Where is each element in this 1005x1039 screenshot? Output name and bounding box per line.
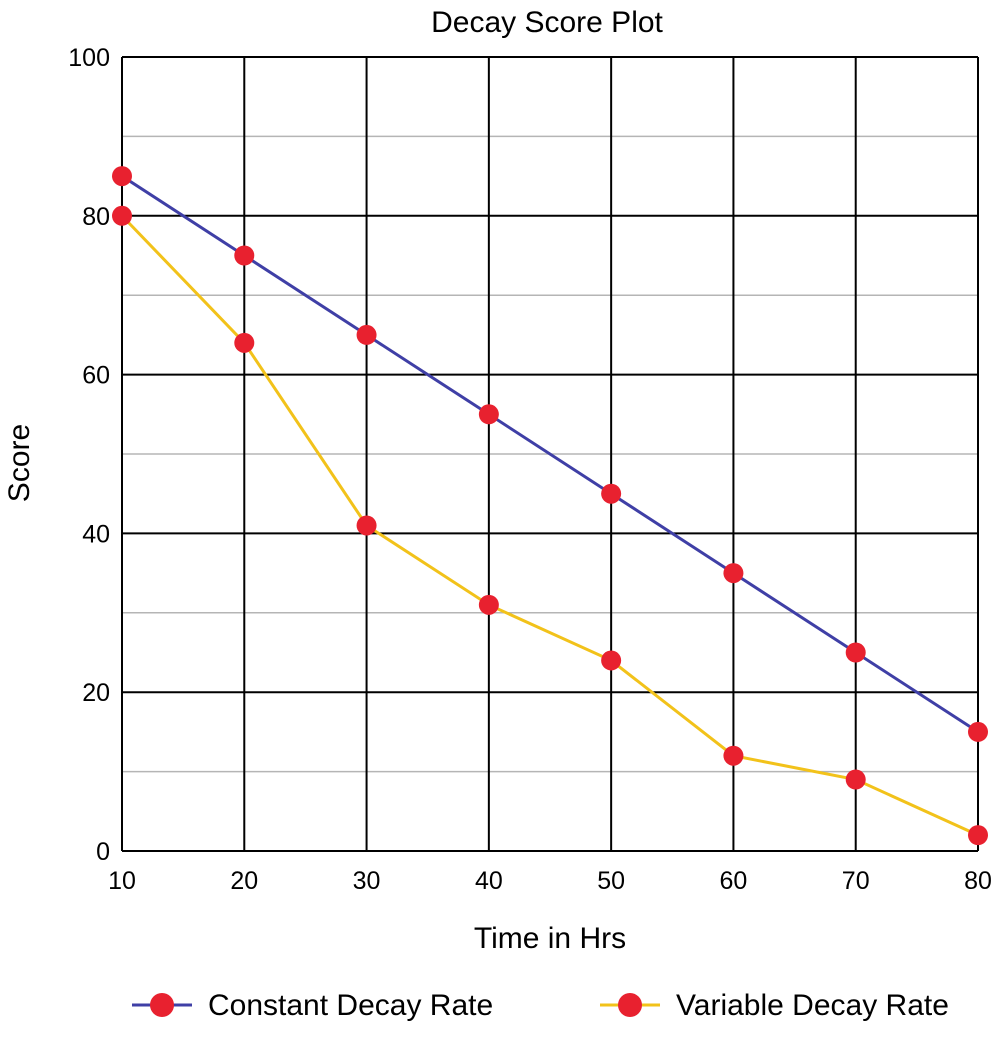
x-tick-label: 50 bbox=[597, 867, 625, 895]
x-tick-labels: 10 20 30 40 50 60 70 80 bbox=[108, 867, 992, 895]
y-tick-label: 20 bbox=[82, 679, 110, 707]
legend-label: Constant Decay Rate bbox=[208, 989, 493, 1022]
data-point bbox=[356, 324, 377, 345]
y-tick-label: 80 bbox=[82, 203, 110, 231]
x-tick-label: 60 bbox=[720, 867, 748, 895]
y-tick-label: 100 bbox=[68, 44, 110, 72]
data-point bbox=[968, 721, 988, 742]
y-axis-label: Score bbox=[3, 424, 36, 502]
y-tick-label: 60 bbox=[82, 362, 110, 390]
x-tick-label: 80 bbox=[964, 867, 992, 895]
data-point bbox=[112, 166, 132, 187]
x-tick-label: 10 bbox=[108, 867, 136, 895]
y-tick-label: 0 bbox=[96, 838, 110, 866]
y-tick-label: 40 bbox=[82, 520, 110, 548]
legend-item-1: Constant Decay Rate bbox=[132, 989, 493, 1022]
series-2 bbox=[112, 205, 988, 846]
x-tick-label: 70 bbox=[842, 867, 870, 895]
series-1 bbox=[112, 166, 988, 742]
x-axis-label: Time in Hrs bbox=[474, 922, 626, 955]
data-point bbox=[234, 245, 255, 266]
series-line bbox=[120, 214, 979, 837]
data-point bbox=[601, 650, 622, 671]
data-point bbox=[968, 825, 988, 846]
data-point bbox=[723, 563, 744, 584]
y-tick-labels: 0 20 40 60 80 100 bbox=[68, 44, 110, 866]
chart-title: Decay Score Plot bbox=[431, 6, 663, 39]
legend-marker bbox=[618, 993, 642, 1017]
data-point bbox=[478, 404, 499, 425]
legend-marker bbox=[150, 993, 174, 1017]
x-tick-label: 30 bbox=[353, 867, 381, 895]
legend: Constant Decay Rate Variable Decay Rate bbox=[132, 989, 949, 1022]
legend-label: Variable Decay Rate bbox=[676, 989, 949, 1022]
data-point bbox=[478, 594, 499, 615]
legend-item-2: Variable Decay Rate bbox=[600, 989, 949, 1022]
series bbox=[112, 166, 988, 846]
data-point bbox=[356, 515, 377, 536]
x-tick-label: 20 bbox=[230, 867, 258, 895]
data-point bbox=[112, 205, 132, 226]
series-line bbox=[121, 174, 979, 734]
data-point bbox=[601, 483, 622, 504]
grid bbox=[121, 56, 979, 852]
x-tick-label: 40 bbox=[475, 867, 503, 895]
data-point bbox=[845, 769, 866, 790]
data-point bbox=[723, 745, 744, 766]
data-point bbox=[845, 642, 866, 663]
data-point bbox=[234, 332, 255, 353]
